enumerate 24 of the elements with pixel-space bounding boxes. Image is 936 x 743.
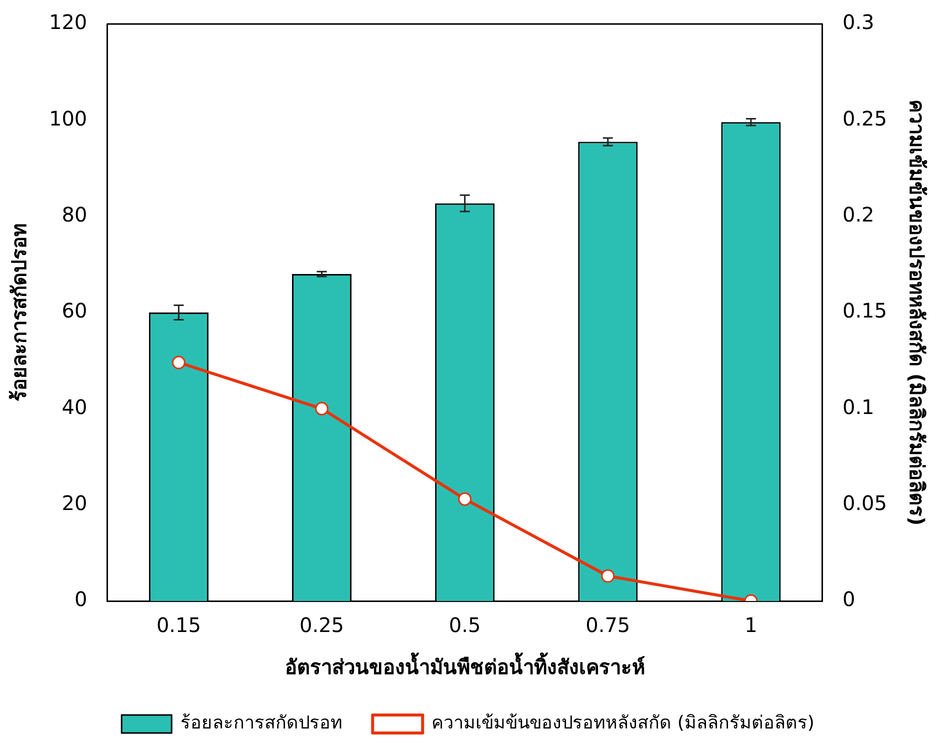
y2-tick-label: 0 (842, 587, 856, 612)
legend-label: ความเข้มข้นของปรอทหลังสกัด (มิลลิกรัมต่อลิตร) (432, 712, 814, 734)
x-tick-label: 0.5 (448, 613, 481, 638)
x-axis-title: อัตราส่วนของน้ำมันพืชต่อน้ำทิ้งสังเคราะห์ (284, 652, 645, 680)
y2-tick-label: 0.05 (842, 491, 887, 516)
y-tick-label: 100 (48, 106, 88, 130)
y-axis-title: ร้อยละการสกัดปรอท (7, 224, 32, 402)
y-tick-label: 80 (62, 202, 88, 227)
y2-tick-label: 0.25 (842, 106, 887, 130)
x-tick-label: 0.25 (299, 613, 344, 638)
y2-tick-label: 0.15 (842, 298, 887, 323)
y-tick-label: 20 (62, 491, 88, 516)
x-tick-label: 0.75 (586, 613, 630, 638)
y2-tick-label: 0.2 (842, 202, 874, 227)
x-tick-label: 1 (744, 613, 758, 638)
y2-axis-title: ความเข้มข้นของปรอทหลังสกัด (มิลลิกรัมต่อลิตร) (904, 99, 929, 526)
x-tick-label: 0.15 (156, 613, 201, 638)
y-tick-label: 40 (62, 394, 88, 419)
y2-tick-label: 0.1 (842, 394, 874, 419)
y-tick-label: 60 (62, 298, 88, 323)
y-tick-label: 120 (48, 10, 88, 34)
y-tick-label: 0 (74, 587, 88, 612)
y2-tick-label: 0.3 (842, 10, 874, 34)
legend-label: ร้อยละการสกัดปรอท (180, 712, 343, 734)
